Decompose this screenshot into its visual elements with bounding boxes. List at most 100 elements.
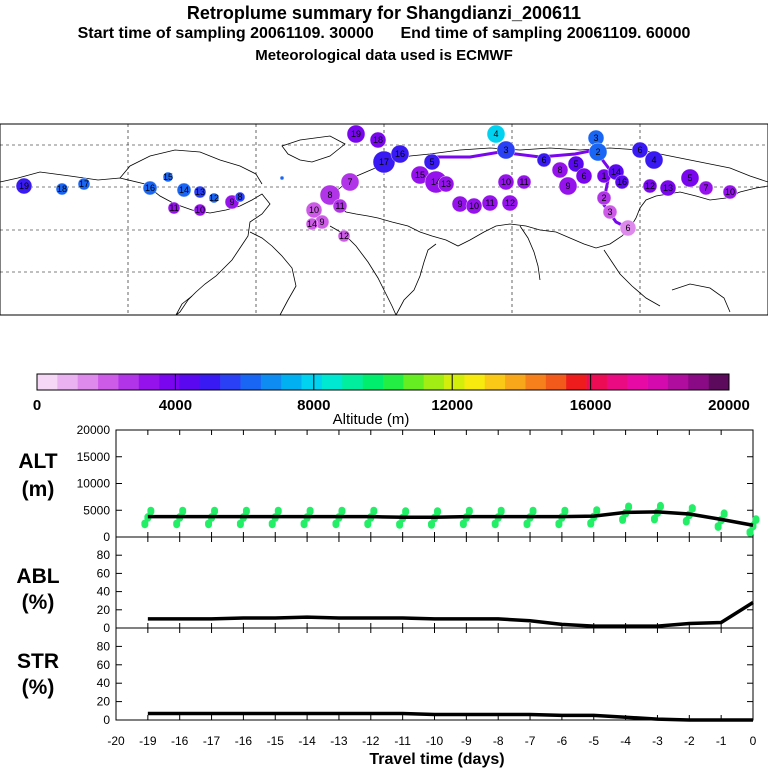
colorbar-segment [138, 374, 160, 390]
svg-text:19: 19 [19, 181, 29, 191]
plume-marker: 8 [234, 191, 246, 203]
y-tick-label: 0 [103, 713, 110, 727]
plume-marker: 15 [410, 165, 430, 185]
plume-marker: 12 [208, 192, 220, 204]
x-tick-label: -6 [557, 734, 568, 748]
colorbar-segment [505, 374, 526, 390]
plume-marker: 10 [465, 197, 483, 215]
plume-marker: 7 [698, 180, 714, 196]
colorbar-segment [545, 374, 567, 390]
x-tick-label: -17 [203, 734, 221, 748]
x-tick-label: -2 [684, 734, 695, 748]
x-tick-label: -8 [493, 734, 504, 748]
alt-scatter-point [465, 506, 473, 514]
alt-scatter-point [523, 519, 531, 527]
plume-marker: 12 [501, 194, 519, 212]
plume-marker: 18 [55, 182, 69, 196]
chart-title: Retroplume summary for Shangdianzi_20061… [186, 3, 582, 23]
svg-text:5: 5 [429, 157, 434, 167]
svg-text:17: 17 [79, 179, 89, 189]
svg-text:13: 13 [195, 187, 205, 197]
plume-marker: 6 [619, 219, 637, 237]
plume-marker: 13 [437, 175, 455, 193]
x-tick-label: -13 [330, 734, 348, 748]
alt-series-line [147, 510, 754, 527]
alt-scatter-point [211, 506, 219, 514]
colorbar-tick-label: 12000 [431, 397, 473, 414]
y-axis-label: (%) [22, 676, 55, 699]
colorbar-tick-label: 4000 [159, 397, 192, 414]
alt-scatter-point [720, 509, 728, 517]
y-tick-label: 20 [97, 695, 111, 709]
plume-marker: 11 [167, 201, 181, 215]
alt-scatter-point [402, 507, 410, 515]
colorbar-segment [444, 374, 465, 390]
alt-scatter-point [434, 507, 441, 515]
colorbar-segment [159, 374, 180, 390]
colorbar-tick-label: 8000 [297, 397, 330, 414]
colorbar-segment [98, 374, 119, 390]
svg-text:7: 7 [347, 177, 352, 187]
plume-marker: 10 [497, 173, 515, 191]
alt-scatter-point [555, 519, 563, 527]
plume-marker: 3 [496, 140, 516, 160]
colorbar-segment [667, 374, 689, 390]
sampling-times: Start time of sampling 20061109. 30000 E… [0, 25, 768, 43]
svg-text:12: 12 [209, 193, 219, 203]
x-tick-label: -14 [298, 734, 316, 748]
y-tick-label: 10000 [77, 477, 111, 491]
y-tick-label: 80 [97, 548, 111, 562]
svg-text:12: 12 [645, 181, 655, 191]
plume-marker: 16 [390, 144, 410, 164]
plume-marker: 12 [642, 178, 658, 194]
svg-text:12: 12 [505, 198, 515, 208]
colorbar-segment [199, 374, 221, 390]
colorbar-segment [606, 374, 628, 390]
alt-scatter-point [428, 520, 435, 528]
plume-marker: 6 [575, 167, 593, 185]
colorbar-segment [566, 374, 587, 390]
plume-marker: 10 [305, 201, 323, 219]
svg-text:11: 11 [485, 198, 494, 208]
svg-text:5: 5 [573, 159, 578, 169]
alt-scatter-point [332, 519, 340, 527]
svg-text:14: 14 [179, 185, 189, 195]
plume-marker: 5 [423, 153, 441, 171]
alt-scatter-point [147, 506, 155, 514]
x-axis-title: Travel time (days) [369, 751, 504, 768]
svg-text:8: 8 [237, 192, 242, 202]
plume-marker: 15 [162, 171, 174, 183]
y-tick-label: 0 [103, 621, 110, 635]
svg-text:15: 15 [415, 170, 425, 180]
colorbar-segment [118, 374, 140, 390]
colorbar-segment [362, 374, 384, 390]
svg-text:3: 3 [503, 145, 508, 155]
abl-series-line [147, 601, 754, 628]
start-time-label: Start time of sampling 20061109. 30000 [77, 25, 374, 42]
alt-scatter-point [179, 506, 187, 514]
alt-scatter-point [587, 519, 595, 527]
y-tick-label: 60 [97, 658, 111, 672]
colorbar-segment [240, 374, 262, 390]
alt-scatter-point [236, 519, 244, 527]
plume-marker: 10 [193, 203, 207, 217]
plume-marker: 5 [567, 155, 585, 173]
alt-scatter-point [752, 515, 760, 523]
svg-text:19: 19 [351, 129, 361, 139]
panel-alt: 0 5000 10000 15000 20000 ALT (m) [18, 423, 760, 544]
colorbar-segment [37, 374, 58, 390]
plume-marker: 13 [193, 185, 207, 199]
plume-marker: 11 [516, 174, 532, 190]
alt-scatter-point [300, 519, 308, 527]
colorbar-segment [77, 374, 99, 390]
plume-marker: 16 [142, 180, 158, 196]
svg-text:14: 14 [611, 167, 621, 177]
alt-scatter-point [141, 519, 149, 527]
plume-marker: 13 [659, 179, 677, 197]
x-tick-label: -4 [620, 734, 631, 748]
y-axis-label: ABL [16, 565, 59, 588]
svg-text:3: 3 [607, 207, 612, 217]
colorbar-segment [383, 374, 404, 390]
